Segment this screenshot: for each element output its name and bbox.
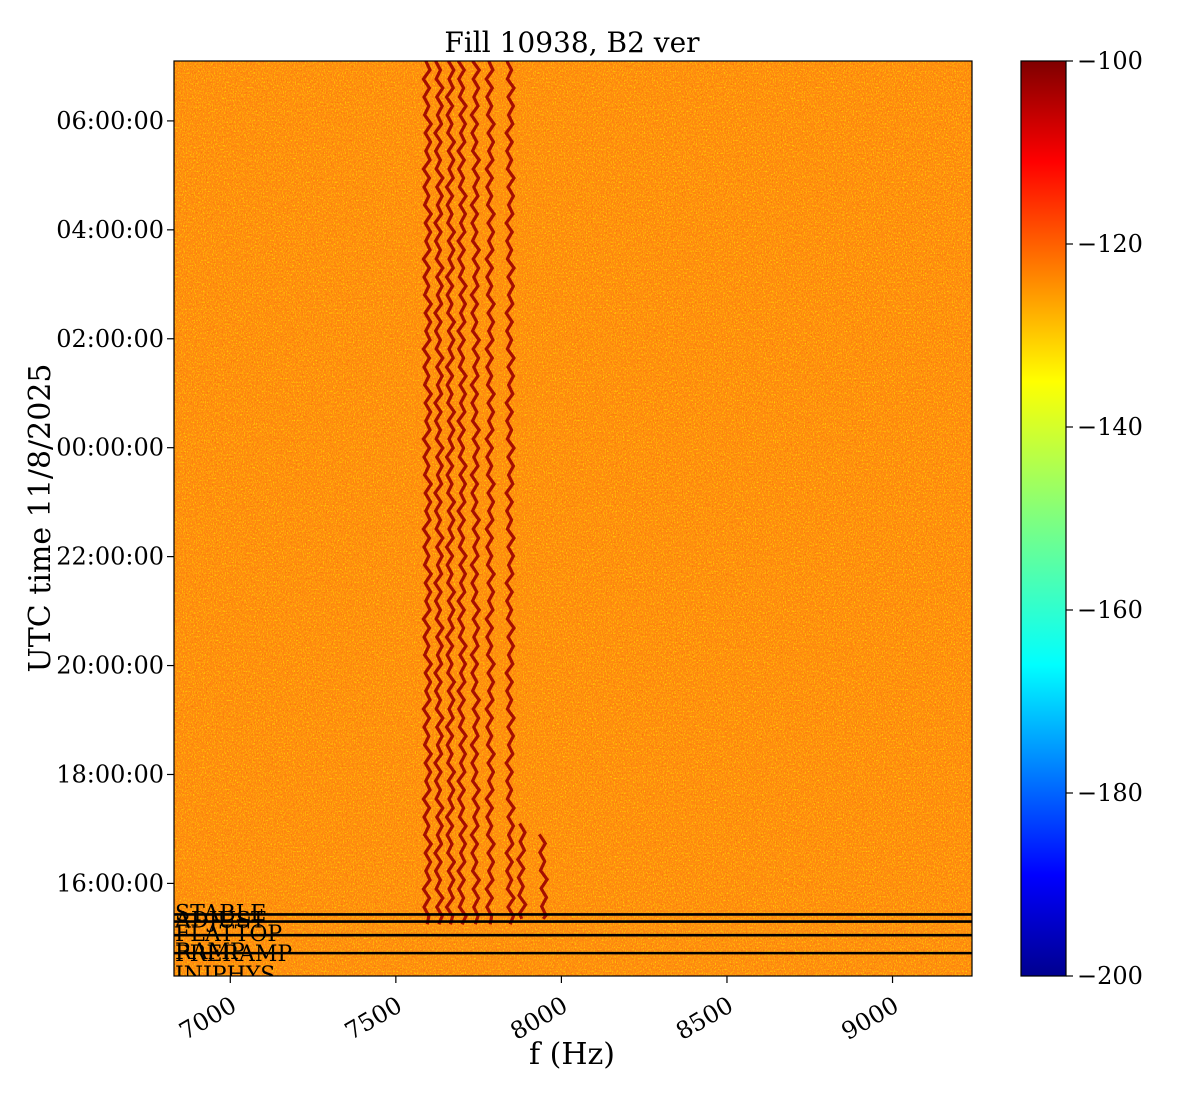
spectral-line (444, 61, 457, 925)
spectral-line (469, 61, 482, 925)
mode-label: FLATTOP (175, 922, 282, 947)
y-tick-label: 04:00:00 (56, 216, 164, 244)
x-tick-label: 9000 (837, 991, 904, 1046)
colorbar-tick-label: −160 (1077, 596, 1143, 624)
y-tick-label: 00:00:00 (56, 434, 164, 462)
spectral-line (504, 61, 516, 925)
plot-frame (173, 60, 973, 977)
y-tick-label: 22:00:00 (56, 543, 164, 571)
mode-label: PRERAMP (175, 942, 292, 967)
y-tick-label: 18:00:00 (56, 760, 164, 788)
y-axis-label: UTC time 11/8/2025 (23, 364, 58, 673)
x-tick-label: 7500 (340, 991, 407, 1046)
y-tick-label: 02:00:00 (56, 325, 164, 353)
heatmap-texture-dark (174, 61, 972, 976)
mode-label: INJPHYS (175, 963, 275, 988)
y-tick-label: 20:00:00 (56, 652, 164, 680)
x-axis: 7000 7500 8000 8500 9000 (174, 976, 904, 1046)
chart-title: Fill 10938, B2 ver (444, 26, 700, 59)
spectral-line (484, 61, 497, 925)
spectral-line (433, 61, 445, 925)
y-tick-label: 06:00:00 (56, 107, 164, 135)
colorbar-axis: −100 −120 −140 −160 −180 −200 (1066, 47, 1143, 990)
spectral-line (421, 61, 434, 925)
x-tick-label: 8500 (671, 991, 738, 1046)
colorbar-tick-label: −200 (1077, 962, 1143, 990)
x-tick-label: 7000 (174, 991, 241, 1046)
y-axis: 16:00:00 18:00:00 20:00:00 22:00:00 00:00:00… (56, 107, 174, 897)
colorbar-tick-label: −120 (1077, 230, 1143, 258)
spectral-line (515, 822, 528, 920)
colorbar-tick-label: −180 (1077, 779, 1143, 807)
colorbar-tick-label: −140 (1077, 413, 1143, 441)
y-tick-label: 16:00:00 (56, 869, 164, 897)
mode-label: ADJUST (174, 909, 266, 934)
spectral-line (537, 833, 550, 920)
colorbar (1020, 60, 1067, 977)
x-axis-label: f (Hz) (529, 1037, 615, 1072)
spectral-lines (421, 61, 550, 925)
colorbar-tick-label: −100 (1077, 47, 1143, 75)
spectral-line (456, 61, 468, 925)
mode-label: RAMP (175, 940, 245, 965)
